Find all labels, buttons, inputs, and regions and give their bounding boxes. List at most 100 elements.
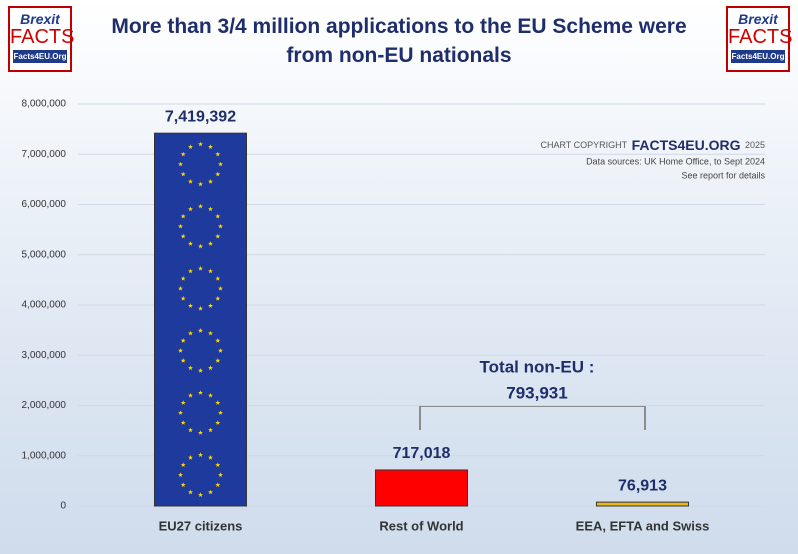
star: [218, 348, 223, 353]
star: [188, 179, 193, 184]
star: [188, 427, 193, 433]
bar: [154, 132, 247, 507]
star: [178, 348, 183, 353]
star: [198, 390, 203, 395]
x-tick-label: EU27 citizens: [159, 518, 243, 533]
sources: Data sources: UK Home Office, to Sept 20…: [586, 156, 765, 166]
star: [215, 213, 221, 219]
star: [208, 455, 213, 460]
star: [180, 400, 186, 405]
star: [218, 285, 223, 291]
star: [178, 285, 183, 291]
star: [188, 206, 193, 212]
star: [208, 392, 213, 398]
star: [178, 161, 183, 167]
y-tick-label: 6,000,000: [22, 199, 67, 210]
star: [208, 241, 213, 246]
copyright-text: 2025: [745, 140, 765, 150]
star: [180, 233, 186, 239]
star: [215, 358, 221, 363]
star: [218, 472, 223, 477]
star: [188, 365, 193, 371]
star: [208, 489, 213, 495]
star: [208, 365, 213, 371]
star: [178, 223, 183, 229]
star: [208, 206, 213, 212]
value-label: 717,018: [393, 445, 451, 462]
chart-title: More than 3/4 million applications to th…: [111, 15, 687, 67]
star: [218, 410, 223, 415]
star: [208, 268, 213, 274]
star: [215, 275, 221, 281]
annotation: Total non-EU :: [480, 357, 595, 376]
y-tick-label: 4,000,000: [22, 300, 67, 311]
star: [215, 151, 221, 157]
star: [215, 482, 221, 487]
star: [198, 328, 203, 333]
logo-text: Facts4EU.Org: [13, 50, 67, 63]
star: [215, 171, 221, 177]
star: [198, 452, 203, 457]
star: [198, 305, 203, 311]
star: [218, 161, 223, 167]
star: [178, 410, 183, 415]
logo-text: Brexit: [20, 11, 60, 27]
y-tick-label: 7,000,000: [22, 149, 67, 160]
star: [180, 338, 186, 343]
star: [215, 233, 221, 239]
star: [188, 330, 193, 336]
logo-text: Brexit: [738, 11, 778, 27]
star: [208, 179, 213, 184]
star: [198, 141, 203, 147]
copyright-text: CHART COPYRIGHT: [540, 140, 627, 150]
bracket: [419, 405, 646, 430]
star: [215, 338, 221, 343]
copyright-brand: FACTS4EU.ORG: [632, 137, 741, 153]
logo: Brexit FACTS Facts4EU.Org: [726, 6, 792, 72]
y-tick-label: 8,000,000: [22, 99, 67, 110]
star: [198, 368, 203, 373]
star: [188, 392, 193, 398]
star: [180, 482, 186, 487]
star: [208, 330, 213, 336]
value-label: 7,419,392: [165, 108, 236, 125]
star: [198, 265, 203, 271]
star: [208, 144, 213, 149]
logo-text: Facts4EU.Org: [731, 50, 785, 63]
star: [188, 241, 193, 246]
star: [180, 275, 186, 281]
note: See report for details: [681, 170, 765, 180]
logo-text: FACTS: [10, 26, 75, 48]
y-tick-label: 3,000,000: [22, 350, 67, 361]
y-tick-label: 5,000,000: [22, 249, 67, 260]
star: [188, 303, 193, 308]
star: [180, 151, 186, 157]
star: [188, 268, 193, 274]
star: [180, 171, 186, 177]
star: [198, 430, 203, 435]
star: [215, 462, 221, 467]
y-tick-label: 1,000,000: [22, 450, 67, 461]
star: [180, 213, 186, 219]
value-label: 76,913: [618, 477, 667, 494]
star: [180, 462, 186, 467]
star: [198, 492, 203, 497]
star: [215, 295, 221, 301]
bar: [596, 501, 689, 507]
star: [178, 472, 183, 477]
x-tick-label: Rest of World: [379, 518, 463, 533]
star: [180, 295, 186, 301]
star: [215, 400, 221, 405]
annotation: 793,931: [506, 383, 567, 402]
star: [188, 144, 193, 149]
star: [208, 427, 213, 433]
star: [180, 420, 186, 425]
bar: [375, 469, 468, 507]
y-tick-label: 2,000,000: [22, 400, 67, 411]
star: [188, 489, 193, 495]
copyright: CHART COPYRIGHT FACTS4EU.ORG 2025: [540, 137, 765, 155]
star: [180, 358, 186, 363]
star: [198, 243, 203, 249]
